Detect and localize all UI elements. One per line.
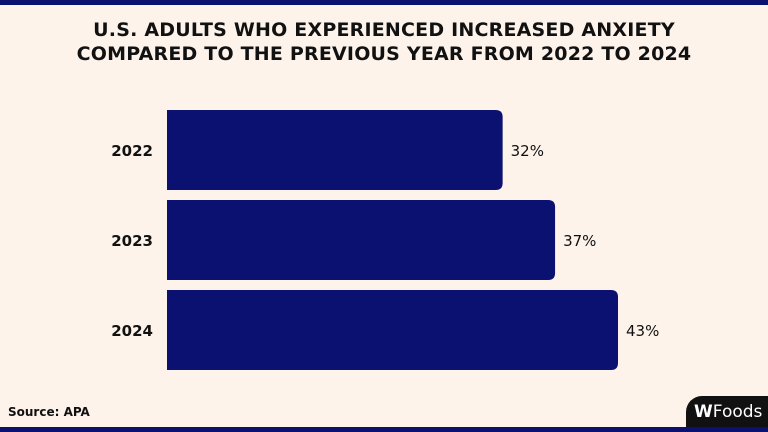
category-label: 2022	[111, 142, 153, 160]
bottom-border	[0, 427, 768, 432]
data-label: 37%	[563, 232, 596, 250]
category-label: 2023	[111, 232, 153, 250]
title-line-1: U.S. ADULTS WHO EXPERIENCED INCREASED AN…	[93, 19, 675, 41]
brand-logo: WFoods	[686, 396, 768, 428]
bar-2024	[167, 290, 618, 370]
bar-2022	[167, 110, 503, 190]
chart-title: U.S. ADULTS WHO EXPERIENCED INCREASED AN…	[0, 18, 768, 66]
top-border	[0, 0, 768, 5]
source-note: Source: APA	[8, 405, 90, 419]
data-label: 43%	[626, 322, 659, 340]
title-line-2: COMPARED TO THE PREVIOUS YEAR FROM 2022 …	[76, 43, 692, 65]
category-label: 2024	[111, 322, 153, 340]
data-label: 32%	[511, 142, 544, 160]
bar-2023	[167, 200, 556, 280]
